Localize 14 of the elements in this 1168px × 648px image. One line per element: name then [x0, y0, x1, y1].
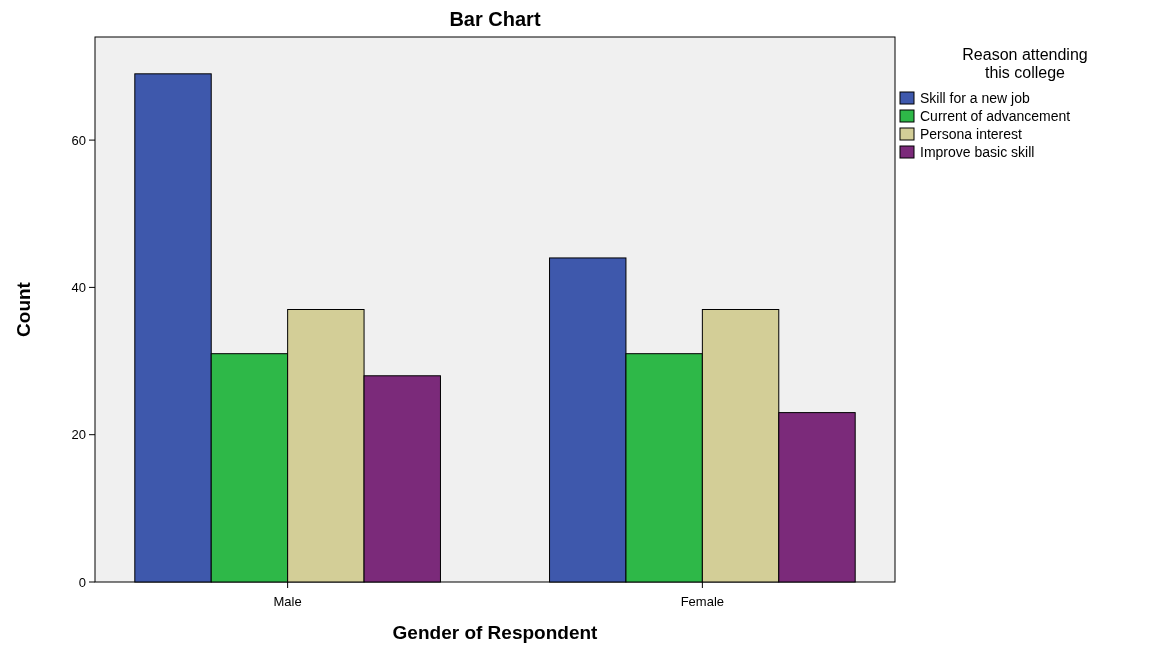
legend-label: Improve basic skill [920, 143, 1035, 160]
y-tick-label: 0 [78, 574, 86, 590]
legend-title: Reason attending this college [962, 46, 1088, 81]
y-axis-title: Count [13, 281, 34, 337]
x-tick-label: Male [273, 594, 302, 609]
chart-title: Bar Chart [449, 8, 541, 30]
y-tick-label: 40 [71, 279, 86, 295]
y-tick-label: 60 [71, 132, 86, 148]
legend-label: Skill for a new job [920, 89, 1030, 106]
x-tick-label: Female [680, 594, 725, 609]
x-axis-title: Gender of Respondent [392, 622, 599, 643]
y-tick-label: 20 [71, 427, 86, 443]
legend-label: Persona interest [920, 125, 1023, 142]
legend-label: Current of advancement [920, 107, 1071, 124]
